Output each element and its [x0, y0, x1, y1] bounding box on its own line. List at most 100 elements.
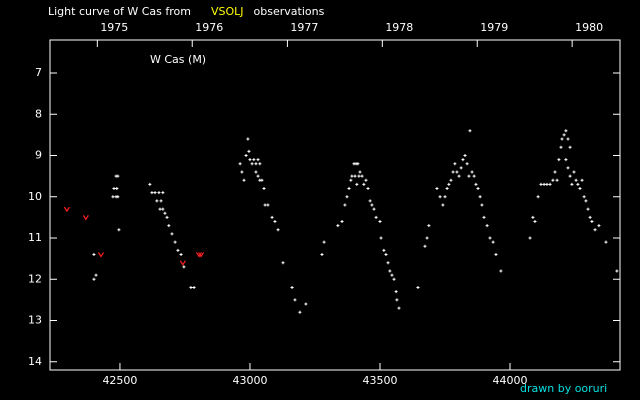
observation-point: [254, 162, 258, 166]
upper-limit-point: [97, 252, 104, 258]
observation-point: [304, 302, 308, 306]
observation-point: [270, 215, 274, 219]
observation-point: [588, 215, 592, 219]
observation-point: [182, 265, 186, 269]
observation-point: [379, 236, 383, 240]
year-label: 1978: [385, 21, 413, 34]
observation-point: [290, 286, 294, 289]
observation-point: [386, 261, 390, 265]
observation-point: [457, 174, 461, 178]
observation-point: [467, 174, 471, 178]
observation-point: [441, 203, 445, 207]
observation-point: [92, 253, 96, 256]
observation-point: [374, 215, 378, 219]
observation-point: [94, 273, 98, 277]
x-tick-label: 43500: [362, 374, 397, 387]
observation-point: [349, 178, 353, 182]
observation-point: [148, 182, 152, 186]
observation-point: [167, 224, 171, 228]
observation-point: [488, 236, 492, 240]
observation-point: [117, 228, 121, 232]
observation-point: [533, 220, 537, 223]
observation-point: [576, 182, 580, 186]
observation-point: [378, 220, 382, 223]
year-label: 1975: [100, 21, 128, 34]
observation-point: [320, 253, 324, 256]
observation-point: [586, 207, 590, 211]
observation-point: [150, 191, 154, 195]
observation-point: [582, 195, 586, 199]
observation-point: [161, 207, 165, 211]
observation-point: [340, 220, 344, 223]
observation-point: [336, 224, 340, 228]
observation-point: [570, 182, 574, 186]
observation-point: [482, 215, 486, 219]
title-part: Light curve of W Cas from: [48, 5, 191, 18]
observation-point: [528, 236, 532, 240]
observation-point: [353, 174, 357, 178]
observation-point: [173, 240, 177, 244]
observation-point: [615, 269, 619, 273]
observation-point: [357, 174, 361, 178]
observation-point: [343, 203, 347, 207]
observation-point: [242, 178, 246, 182]
observation-point: [384, 253, 388, 256]
observation-point: [247, 149, 251, 153]
observation-point: [115, 187, 119, 190]
x-tick-label: 43000: [232, 374, 267, 387]
observation-point: [394, 290, 398, 294]
observation-point: [568, 145, 572, 149]
annotation: W Cas (M): [150, 53, 206, 66]
plot-frame: [49, 39, 621, 371]
observation-point: [189, 286, 193, 289]
observation-point: [293, 298, 297, 302]
observation-point: [560, 137, 564, 141]
observation-point: [161, 191, 165, 195]
observation-point: [578, 187, 582, 190]
observation-point: [250, 162, 254, 166]
observation-point: [111, 195, 115, 199]
observation-point: [572, 170, 576, 174]
observation-point: [416, 286, 420, 289]
observation-point: [548, 182, 552, 186]
observation-point: [604, 240, 608, 244]
observation-point: [372, 207, 376, 211]
observation-point: [116, 174, 120, 178]
observation-point: [240, 170, 244, 174]
observation-point: [388, 269, 392, 273]
chart-title: Light curve of W Cas from VSOLJ observatio…: [48, 5, 325, 18]
observation-point: [531, 215, 535, 219]
observation-point: [564, 158, 568, 162]
observation-point: [584, 199, 588, 203]
observation-point: [322, 240, 326, 244]
observation-point: [447, 182, 451, 186]
observation-point: [281, 261, 285, 265]
observation-point: [276, 228, 280, 232]
observation-point: [366, 187, 370, 190]
observation-point: [170, 232, 174, 236]
observation-point: [553, 170, 557, 174]
observation-point: [593, 228, 597, 232]
y-tick-label: 12: [28, 272, 42, 285]
title-part: VSOLJ: [211, 5, 244, 18]
observation-point: [390, 273, 394, 277]
observation-point: [445, 187, 449, 190]
observation-point: [455, 170, 459, 174]
observation-point: [438, 195, 442, 199]
observation-point: [476, 187, 480, 190]
y-tick-label: 8: [35, 107, 42, 120]
observation-point: [155, 199, 159, 203]
upper-limit-point: [82, 215, 89, 221]
observation-point: [364, 178, 368, 182]
observation-point: [370, 203, 374, 207]
observation-point: [474, 182, 478, 186]
y-tick-label: 14: [28, 355, 42, 368]
observation-point: [499, 269, 503, 273]
observation-point: [355, 182, 359, 186]
observation-point: [463, 154, 467, 157]
observation-point: [158, 207, 162, 211]
observation-point: [451, 170, 455, 174]
observation-point: [397, 306, 401, 310]
observation-point: [258, 162, 262, 166]
